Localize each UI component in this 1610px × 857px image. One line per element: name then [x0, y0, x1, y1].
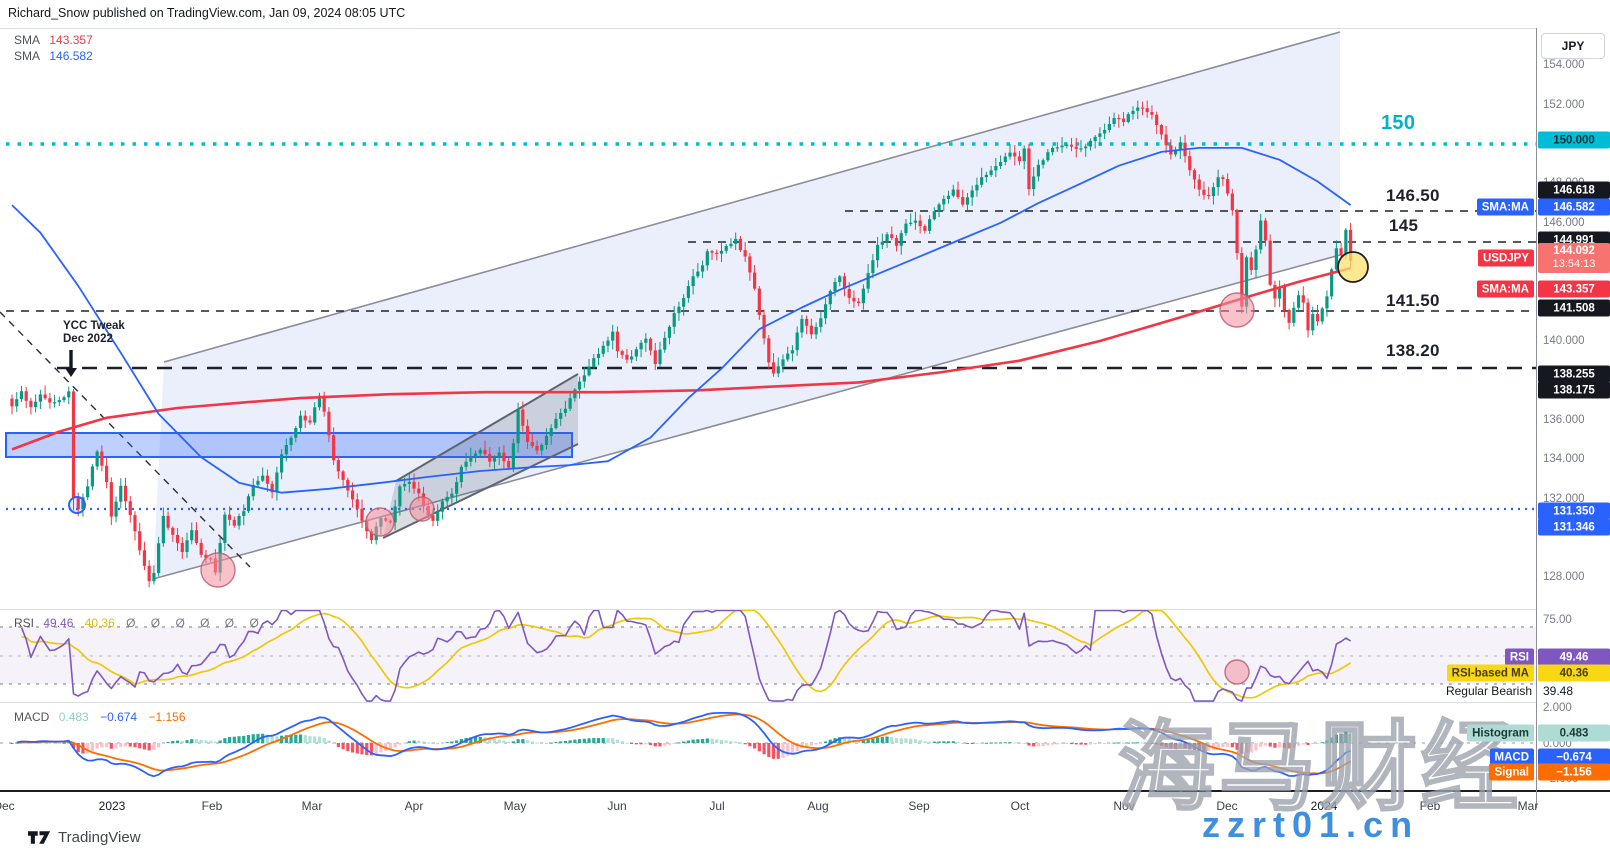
axis-price-label: 150.000 [1538, 131, 1610, 149]
axis-label-tag: RSI-based MA [1446, 664, 1534, 682]
time-axis-label: Oct [1010, 799, 1030, 813]
macd-line-value: −0.674 [100, 710, 138, 724]
axis-label-tag: USDJPY [1477, 249, 1534, 267]
price-level-label: 145 [1389, 216, 1419, 235]
axis-label-tag: SMA:MA [1476, 280, 1534, 298]
ycc-annotation-line1: YCC Tweak [63, 320, 125, 332]
axis-label-tag: MACD [1489, 748, 1534, 766]
currency-toggle-button[interactable]: JPY [1541, 33, 1605, 59]
axis-price-label: 49.46 [1538, 648, 1610, 666]
legend-sma-slow[interactable]: SMA 146.582 [14, 49, 101, 63]
time-axis-label: 2023 [98, 799, 126, 813]
time-axis-label: Jun [607, 799, 627, 813]
price-level-label: 138.20 [1386, 341, 1440, 360]
time-axis-label: Apr [404, 799, 424, 813]
time-axis-label: 2024 [1310, 799, 1338, 813]
axis-tick: 152.000 [1543, 99, 1585, 111]
axis-label-tag: Histogram [1467, 724, 1534, 742]
time-axis-label: Mar [301, 799, 323, 813]
axis-price-label: −0.674 [1538, 748, 1610, 766]
axis-price-label: 146.618 [1538, 181, 1610, 199]
legend-rsi[interactable]: RSI 49.46 40.36 Ø Ø Ø Ø Ø Ø [14, 616, 273, 630]
watermark-site-url: zzrt01.cn [1202, 804, 1420, 845]
regular-bearish-label: Regular Bearish [1445, 684, 1532, 698]
axis-tick: 154.000 [1543, 59, 1585, 71]
macd-signal-value: −1.156 [148, 710, 186, 724]
time-axis-label: Nov [1113, 799, 1135, 813]
pane-border-rsi-macd [0, 702, 1536, 703]
pane-border-top [0, 28, 1536, 29]
ycc-annotation-line2: Dec 2022 [63, 333, 113, 345]
sma-fast-label: SMA [14, 33, 41, 47]
rsi-empty-values: Ø Ø Ø Ø Ø Ø [126, 616, 265, 630]
rsi-value: 49.46 [43, 616, 74, 630]
tradingview-logo-icon [28, 831, 51, 844]
time-axis-label: Jul [709, 799, 725, 813]
axis-tick: 146.000 [1543, 217, 1585, 229]
price-level-label: 146.50 [1386, 186, 1440, 205]
time-axis-label: Feb [1419, 799, 1441, 813]
axis-label-tag: Signal [1489, 763, 1534, 781]
time-axis-label: Dec [0, 799, 15, 813]
legend-macd[interactable]: MACD 0.483 −0.674 −1.156 [14, 710, 194, 724]
axis-label-tag: SMA:MA [1476, 198, 1534, 216]
sma-slow-value: 146.582 [49, 49, 93, 63]
time-axis-label: Feb [201, 799, 223, 813]
axis-price-label: 143.357 [1538, 280, 1610, 298]
tradingview-attribution[interactable]: TradingView [28, 829, 141, 846]
time-axis-label: Sep [908, 799, 930, 813]
time-axis-label: May [503, 799, 527, 813]
tradingview-logo-text: TradingView [58, 829, 141, 846]
pane-border-price-rsi [0, 609, 1536, 610]
axis-tick: 140.000 [1543, 335, 1585, 347]
axis-tick: 134.000 [1543, 453, 1585, 465]
axis-price-label: 138.255 [1538, 365, 1610, 383]
price-axis-separator [1536, 28, 1537, 808]
axis-price-label: 141.508 [1538, 299, 1610, 317]
price-level-label: 141.50 [1386, 291, 1440, 310]
axis-price-label: 40.36 [1538, 664, 1610, 682]
price-level-label: 150 [1381, 112, 1416, 134]
axis-tick: 75.00 [1543, 614, 1572, 626]
time-axis-label: Aug [807, 799, 829, 813]
time-axis-label: Dec [1216, 799, 1238, 813]
macd-hist-value: 0.483 [58, 710, 89, 724]
regular-bearish-value: 39.48 [1543, 684, 1574, 698]
rsi-label: RSI [14, 616, 35, 630]
axis-tick: 2.000 [1543, 702, 1572, 714]
axis-price-label: 146.582 [1538, 198, 1610, 216]
published-byline: Richard_Snow published on TradingView.co… [8, 6, 406, 20]
axis-price-label: 131.346 [1538, 518, 1610, 536]
time-axis-border [0, 790, 1610, 792]
legend-sma-fast[interactable]: SMA 143.357 [14, 33, 101, 47]
time-axis-label: Mar [1517, 799, 1539, 813]
sma-slow-label: SMA [14, 49, 41, 63]
axis-tick: 136.000 [1543, 414, 1585, 426]
watermark-chinese: 海马财经 [1117, 712, 1522, 824]
axis-price-label: 138.175 [1538, 381, 1610, 399]
ycc-annotation: YCC Tweak Dec 2022 [63, 320, 125, 346]
axis-price-label: 144.092 13:54:13 [1538, 243, 1610, 273]
axis-price-label: −1.156 [1538, 763, 1610, 781]
axis-price-label: 0.483 [1538, 724, 1610, 742]
axis-price-label: 131.350 [1538, 502, 1610, 520]
sma-fast-value: 143.357 [49, 33, 93, 47]
axis-tick: 128.000 [1543, 571, 1585, 583]
axis-tick: 132.000 [1543, 493, 1585, 505]
axis-label-tag: RSI [1504, 648, 1534, 666]
rsi-ma-value: 40.36 [84, 616, 115, 630]
macd-label: MACD [14, 710, 50, 724]
